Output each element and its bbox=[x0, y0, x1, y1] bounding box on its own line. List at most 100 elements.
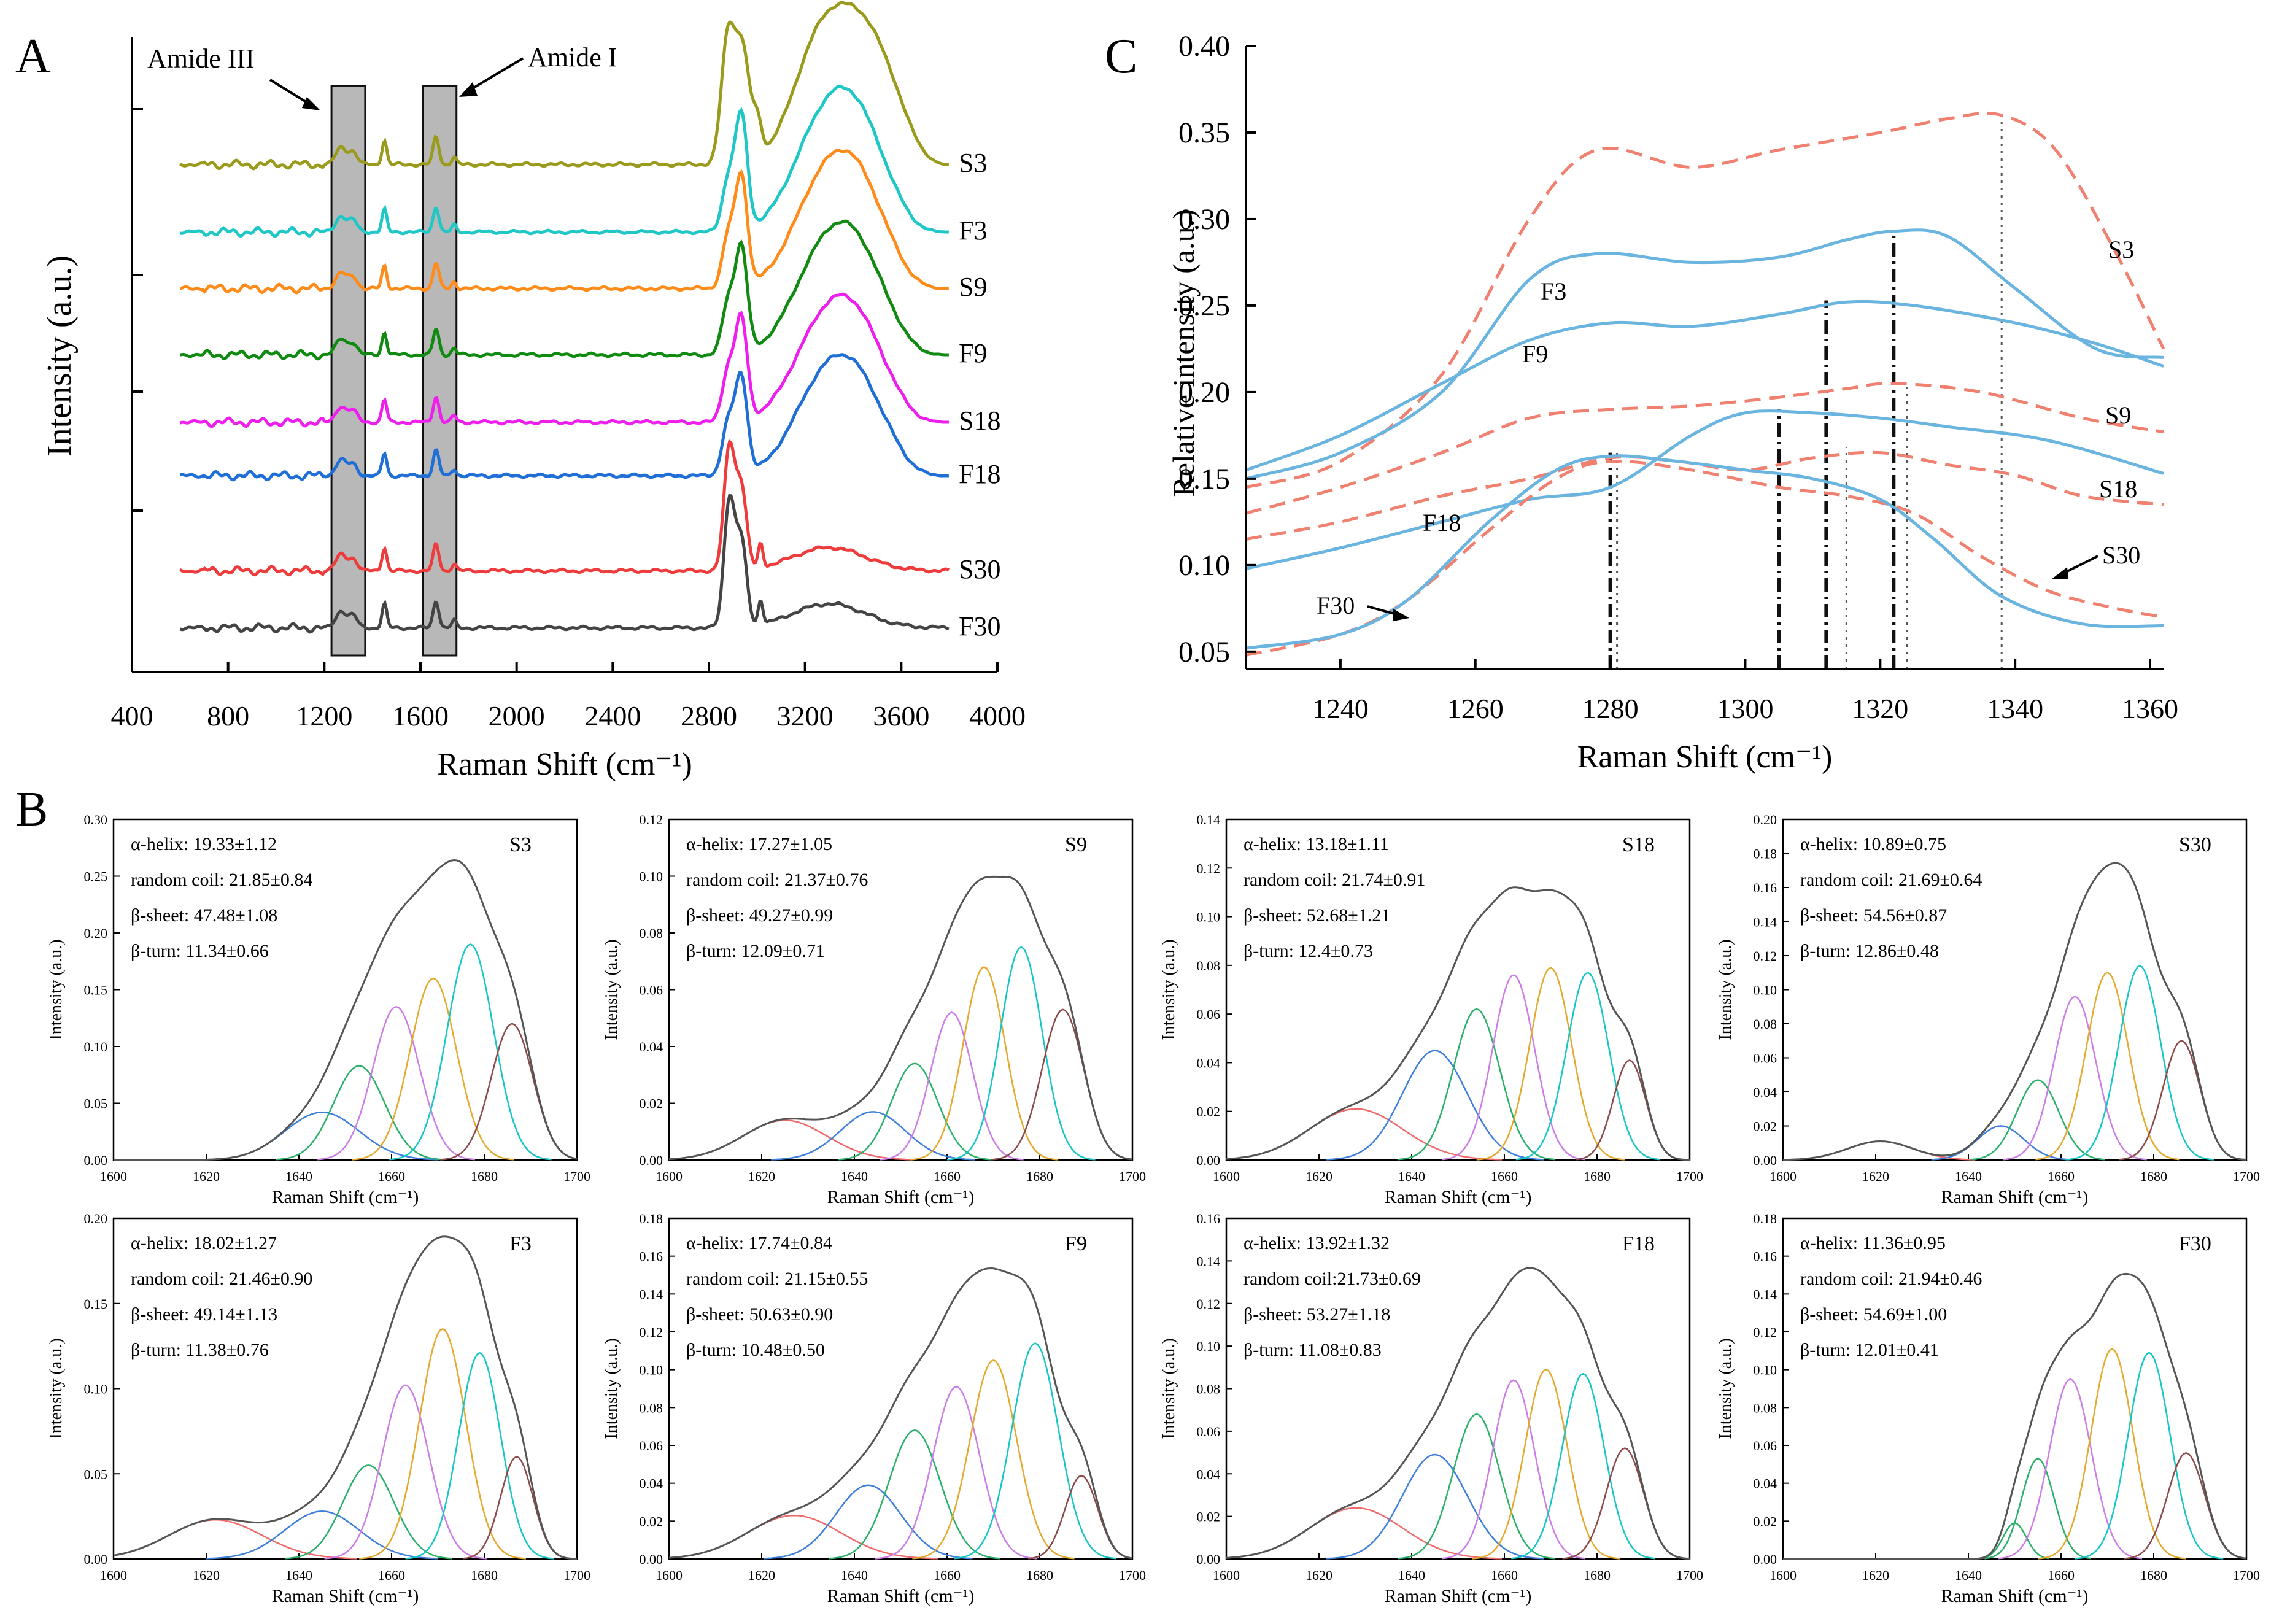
y-axis-title-S18: Intensity (a.u.) bbox=[1159, 939, 1178, 1040]
subplot-F9: 0.00 0.02 0.04 0.06 0.08 0.10 0.12 0.14 0.16 0.18… bbox=[602, 1211, 1146, 1606]
y-tick-label-S30-1: 0.02 bbox=[1754, 1119, 1777, 1134]
arrowhead-f30 bbox=[1393, 609, 1409, 621]
plot-frame-F9 bbox=[668, 1217, 1134, 1560]
panel-letter-b: B bbox=[15, 783, 48, 837]
y-tick-label-F30-8: 0.16 bbox=[1754, 1249, 1777, 1264]
x-tick-label-F9-1: 1620 bbox=[748, 1568, 775, 1583]
subplot-S30: 0.00 0.02 0.04 0.06 0.08 0.10 0.12 0.14 0.16 0.18… bbox=[1716, 812, 2260, 1207]
stat-F18-1: random coil:21.73±0.69 bbox=[1243, 1269, 1421, 1289]
y-tick-label-F18-7: 0.14 bbox=[1197, 1253, 1221, 1269]
subplot-title-S3: S3 bbox=[509, 833, 532, 856]
x-tick-label-F9-3: 1660 bbox=[934, 1568, 961, 1583]
peak-F3-1 bbox=[206, 1510, 438, 1560]
x-tick-label-F30-5: 1700 bbox=[2233, 1568, 2260, 1583]
x-tick-label-S18-0: 1600 bbox=[1213, 1169, 1240, 1184]
x-tick-label-a-6: 2800 bbox=[681, 700, 737, 732]
y-tick-label-S3-3: 0.15 bbox=[84, 983, 108, 998]
curve-F9 bbox=[1245, 300, 2164, 472]
panel-c: C 0.05 0.10 0.15 0.20 0.25 0.30 0.35 0.40 1240 126… bbox=[1105, 29, 2178, 775]
stat-S18-0: α-helix: 13.18±1.11 bbox=[1243, 834, 1389, 854]
y-tick-label-F30-6: 0.12 bbox=[1754, 1324, 1777, 1340]
x-tick-label-a-5: 2400 bbox=[584, 700, 641, 732]
curve-label-F9: F9 bbox=[1522, 340, 1548, 368]
peak-S18-1 bbox=[1326, 1050, 1544, 1161]
y-tick-label-S30-0: 0.00 bbox=[1754, 1153, 1777, 1168]
y-tick-label-S9-3: 0.06 bbox=[640, 983, 663, 998]
y-axis-title-F18: Intensity (a.u.) bbox=[1159, 1338, 1178, 1439]
y-axis-title-S30: Intensity (a.u.) bbox=[1716, 939, 1735, 1040]
subplot-title-S9: S9 bbox=[1065, 833, 1087, 856]
peak-F3-3 bbox=[324, 1384, 487, 1560]
x-tick-label-a-4: 2000 bbox=[489, 700, 545, 732]
envelope-S18 bbox=[1226, 886, 1690, 1161]
y-tick-label-S18-5: 0.10 bbox=[1197, 910, 1221, 925]
y-tick-label-F18-3: 0.06 bbox=[1197, 1424, 1221, 1439]
y-tick-label-S18-4: 0.08 bbox=[1197, 958, 1221, 973]
stat-F30-3: β-turn: 12.01±0.41 bbox=[1800, 1340, 1939, 1360]
curve-S9 bbox=[1245, 382, 2164, 515]
x-tick-label-c-6: 1360 bbox=[2122, 693, 2178, 724]
stat-S9-0: α-helix: 17.27±1.05 bbox=[686, 834, 832, 854]
y-tick-label-F18-8: 0.16 bbox=[1197, 1211, 1221, 1226]
x-tick-label-F18-3: 1660 bbox=[1491, 1568, 1518, 1583]
x-tick-label-S18-2: 1640 bbox=[1398, 1169, 1425, 1184]
x-axis-title-S3: Raman Shift (cm⁻¹) bbox=[272, 1187, 419, 1207]
peak-F30-5 bbox=[2123, 1452, 2247, 1560]
x-tick-label-S3-3: 1660 bbox=[378, 1169, 405, 1184]
panel-letter-c: C bbox=[1105, 29, 1137, 83]
curve-label-F3: F3 bbox=[1541, 277, 1566, 305]
y-tick-label-S18-6: 0.12 bbox=[1197, 860, 1221, 876]
amide-region-0 bbox=[330, 85, 366, 657]
x-tick-label-F30-1: 1620 bbox=[1862, 1568, 1889, 1583]
x-tick-label-S9-2: 1640 bbox=[841, 1169, 868, 1184]
envelope-F9 bbox=[668, 1267, 1133, 1560]
stat-S9-3: β-turn: 12.09±0.71 bbox=[686, 941, 825, 961]
y-tick-label-c-5: 0.30 bbox=[1178, 203, 1230, 236]
x-tick-label-S3-5: 1700 bbox=[563, 1169, 590, 1184]
panel-a: A S3 F3 S9 F9 S18 F18 S30 F30 400 800 1200 1600 2000 2… bbox=[15, 1, 1026, 782]
x-tick-label-F9-2: 1640 bbox=[841, 1568, 868, 1583]
x-tick-label-S30-0: 1600 bbox=[1770, 1169, 1797, 1184]
curve-F18 bbox=[1245, 409, 2164, 570]
y-tick-label-S18-3: 0.06 bbox=[1197, 1007, 1221, 1022]
y-tick-label-S18-1: 0.02 bbox=[1197, 1104, 1221, 1119]
x-tick-label-S9-0: 1600 bbox=[656, 1169, 683, 1184]
curve-label-S9: S9 bbox=[2105, 401, 2131, 429]
peak-F18-3 bbox=[1441, 1379, 1586, 1560]
y-tick-label-S30-4: 0.08 bbox=[1754, 1016, 1777, 1032]
x-tick-label-F30-4: 1680 bbox=[2140, 1568, 2167, 1583]
peak-S18-3 bbox=[1441, 974, 1586, 1161]
stat-F3-3: β-turn: 11.38±0.76 bbox=[131, 1340, 269, 1360]
x-tick-label-S3-2: 1640 bbox=[285, 1169, 312, 1184]
arrow-amide-i bbox=[465, 57, 524, 93]
stat-S3-2: β-sheet: 47.48±1.08 bbox=[131, 905, 277, 926]
y-axis-title-F9: Intensity (a.u.) bbox=[602, 1338, 621, 1439]
trace-F18 bbox=[179, 353, 949, 482]
peak-S9-4 bbox=[910, 966, 1059, 1161]
stat-F9-1: random coil: 21.15±0.55 bbox=[686, 1269, 868, 1289]
x-axis-title-F18: Raman Shift (cm⁻¹) bbox=[1385, 1586, 1532, 1606]
subplot-title-F3: F3 bbox=[509, 1232, 532, 1255]
y-tick-label-S18-7: 0.14 bbox=[1197, 812, 1221, 827]
x-tick-label-F3-5: 1700 bbox=[563, 1568, 590, 1583]
y-tick-label-S3-5: 0.25 bbox=[84, 869, 108, 884]
x-tick-label-F3-4: 1680 bbox=[471, 1568, 498, 1583]
y-tick-label-F30-9: 0.18 bbox=[1754, 1211, 1777, 1226]
subplot-F30: 0.00 0.02 0.04 0.06 0.08 0.10 0.12 0.14 0.16 0.18… bbox=[1716, 1211, 2260, 1606]
y-tick-label-F30-4: 0.08 bbox=[1754, 1400, 1777, 1415]
y-tick-label-S9-0: 0.00 bbox=[640, 1153, 663, 1168]
x-tick-label-a-1: 800 bbox=[207, 700, 249, 732]
plot-frame-F30 bbox=[1782, 1217, 2248, 1560]
y-tick-label-F3-4: 0.20 bbox=[84, 1211, 108, 1226]
x-tick-label-c-4: 1320 bbox=[1852, 693, 1908, 724]
trace-S30 bbox=[179, 439, 950, 577]
curve-S30 bbox=[1245, 459, 2164, 657]
peak-F18-1 bbox=[1326, 1453, 1544, 1560]
x-tick-label-c-3: 1300 bbox=[1717, 693, 1773, 724]
peak-S30-5 bbox=[2065, 965, 2214, 1161]
curve-S3 bbox=[1245, 111, 2165, 489]
peak-S9-2 bbox=[838, 1062, 991, 1161]
stat-S9-1: random coil: 21.37±0.76 bbox=[686, 870, 868, 890]
stat-S18-1: random coil: 21.74±0.91 bbox=[1243, 870, 1425, 890]
peak-F18-5 bbox=[1511, 1372, 1655, 1560]
